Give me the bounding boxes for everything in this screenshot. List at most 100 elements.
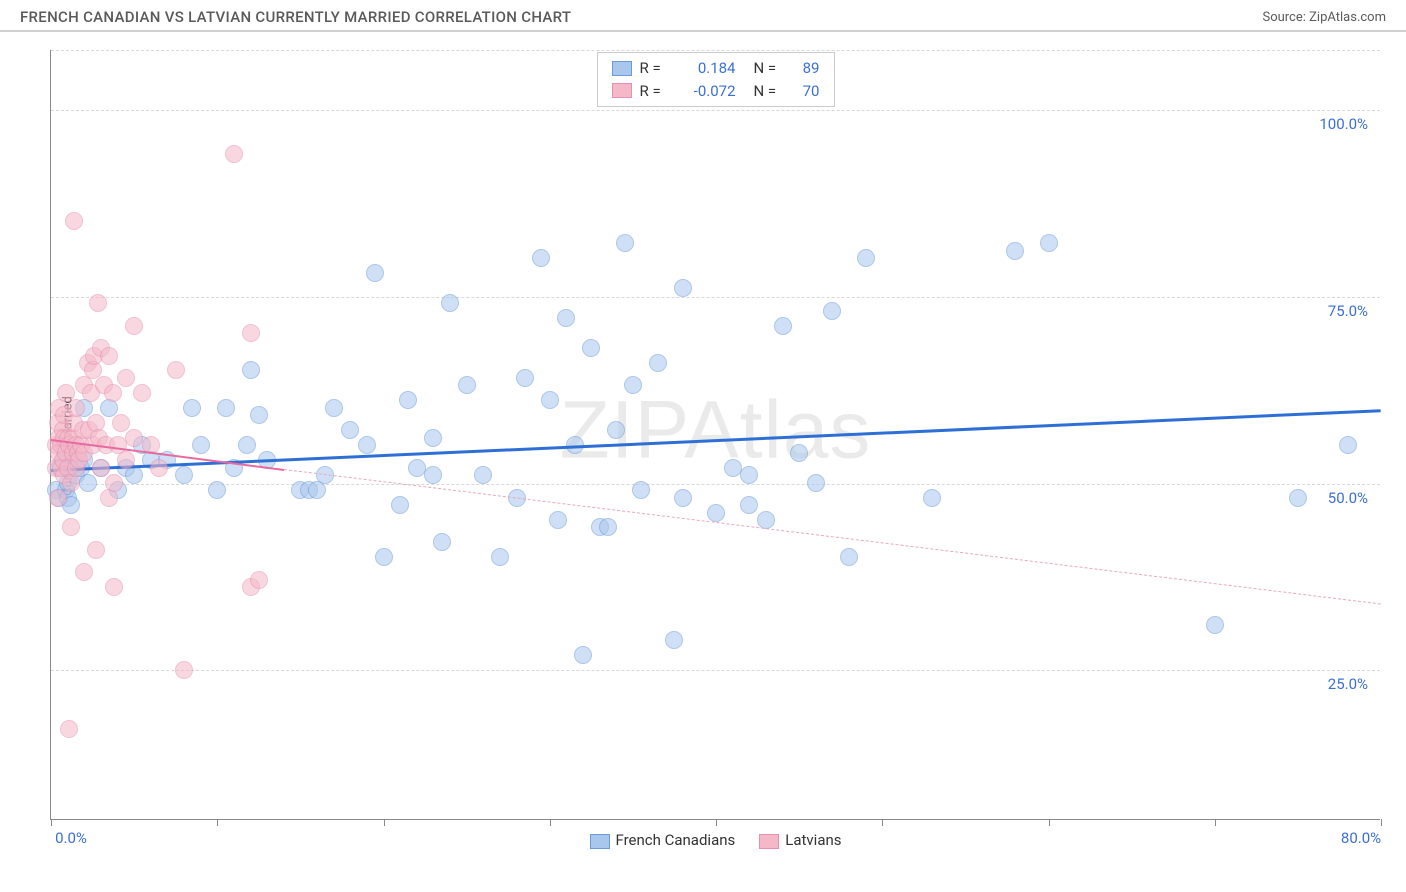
chart-header: FRENCH CANADIAN VS LATVIAN CURRENTLY MAR… bbox=[0, 0, 1406, 32]
data-point bbox=[65, 212, 83, 230]
data-point bbox=[62, 518, 80, 536]
data-point bbox=[125, 317, 143, 335]
data-point bbox=[250, 571, 268, 589]
legend-r-value: -0.072 bbox=[676, 80, 736, 103]
data-point bbox=[225, 145, 243, 163]
data-point bbox=[79, 474, 97, 492]
data-point bbox=[1206, 616, 1224, 634]
data-point bbox=[857, 249, 875, 267]
data-point bbox=[474, 466, 492, 484]
legend-r-label: R = bbox=[640, 80, 668, 103]
data-point bbox=[574, 646, 592, 664]
series-legend: French CanadiansLatvians bbox=[589, 831, 841, 849]
data-point bbox=[208, 481, 226, 499]
data-point bbox=[790, 444, 808, 462]
data-point bbox=[665, 631, 683, 649]
legend-n-value: 89 bbox=[790, 57, 820, 80]
gridline bbox=[51, 110, 1380, 111]
data-point bbox=[557, 309, 575, 327]
data-point bbox=[624, 376, 642, 394]
data-point bbox=[433, 533, 451, 551]
legend-label: French Canadians bbox=[615, 831, 735, 849]
data-point bbox=[105, 578, 123, 596]
data-point bbox=[649, 354, 667, 372]
x-tick-mark bbox=[882, 819, 883, 826]
data-point bbox=[175, 661, 193, 679]
data-point bbox=[358, 436, 376, 454]
data-point bbox=[616, 234, 634, 252]
data-point bbox=[150, 459, 168, 477]
x-tick-label: 80.0% bbox=[1341, 829, 1381, 847]
data-point bbox=[67, 399, 85, 417]
legend-n-value: 70 bbox=[790, 80, 820, 103]
data-point bbox=[674, 279, 692, 297]
gridline bbox=[51, 297, 1380, 298]
data-point bbox=[242, 361, 260, 379]
data-point bbox=[105, 474, 123, 492]
data-point bbox=[740, 466, 758, 484]
legend-swatch bbox=[612, 61, 632, 76]
data-point bbox=[840, 548, 858, 566]
x-tick-mark bbox=[384, 819, 385, 826]
x-tick-mark bbox=[550, 819, 551, 826]
data-point bbox=[424, 429, 442, 447]
data-point bbox=[183, 399, 201, 417]
legend-item: French Canadians bbox=[589, 831, 735, 849]
data-point bbox=[242, 324, 260, 342]
data-point bbox=[375, 548, 393, 566]
x-tick-mark bbox=[1381, 819, 1382, 826]
data-point bbox=[366, 264, 384, 282]
data-point bbox=[823, 302, 841, 320]
legend-swatch bbox=[589, 834, 609, 849]
x-tick-mark bbox=[1049, 819, 1050, 826]
x-tick-label: 0.0% bbox=[55, 829, 87, 847]
legend-n-label: N = bbox=[754, 57, 782, 80]
gridline bbox=[51, 50, 1380, 51]
chart-title: FRENCH CANADIAN VS LATVIAN CURRENTLY MAR… bbox=[20, 8, 571, 26]
data-point bbox=[424, 466, 442, 484]
y-tick-label: 50.0% bbox=[1328, 489, 1368, 507]
gridline bbox=[51, 484, 1380, 485]
x-tick-mark bbox=[51, 819, 52, 826]
data-point bbox=[757, 511, 775, 529]
x-tick-mark bbox=[217, 819, 218, 826]
data-point bbox=[774, 317, 792, 335]
data-point bbox=[125, 429, 143, 447]
data-point bbox=[117, 451, 135, 469]
data-point bbox=[607, 421, 625, 439]
data-point bbox=[707, 504, 725, 522]
data-point bbox=[458, 376, 476, 394]
x-tick-mark bbox=[716, 819, 717, 826]
scatter-chart: ZIPAtlas R =0.184N =89R =-0.072N =70 Fre… bbox=[50, 50, 1380, 820]
data-point bbox=[112, 414, 130, 432]
data-point bbox=[238, 436, 256, 454]
data-point bbox=[516, 369, 534, 387]
data-point bbox=[1289, 489, 1307, 507]
y-tick-label: 25.0% bbox=[1328, 675, 1368, 693]
data-point bbox=[599, 518, 617, 536]
data-point bbox=[87, 541, 105, 559]
data-point bbox=[1006, 242, 1024, 260]
data-point bbox=[341, 421, 359, 439]
data-point bbox=[923, 489, 941, 507]
data-point bbox=[408, 459, 426, 477]
data-point bbox=[92, 459, 110, 477]
data-point bbox=[807, 474, 825, 492]
data-point bbox=[632, 481, 650, 499]
data-point bbox=[582, 339, 600, 357]
correlation-legend: R =0.184N =89R =-0.072N =70 bbox=[597, 52, 835, 107]
legend-r-value: 0.184 bbox=[676, 57, 736, 80]
data-point bbox=[75, 563, 93, 581]
x-tick-mark bbox=[1215, 819, 1216, 826]
data-point bbox=[391, 496, 409, 514]
gridline bbox=[51, 670, 1380, 671]
chart-source: Source: ZipAtlas.com bbox=[1262, 10, 1386, 25]
data-point bbox=[674, 489, 692, 507]
data-point bbox=[89, 294, 107, 312]
data-point bbox=[250, 406, 268, 424]
data-point bbox=[541, 391, 559, 409]
data-point bbox=[100, 347, 118, 365]
data-point bbox=[133, 384, 151, 402]
legend-n-label: N = bbox=[754, 80, 782, 103]
data-point bbox=[167, 361, 185, 379]
